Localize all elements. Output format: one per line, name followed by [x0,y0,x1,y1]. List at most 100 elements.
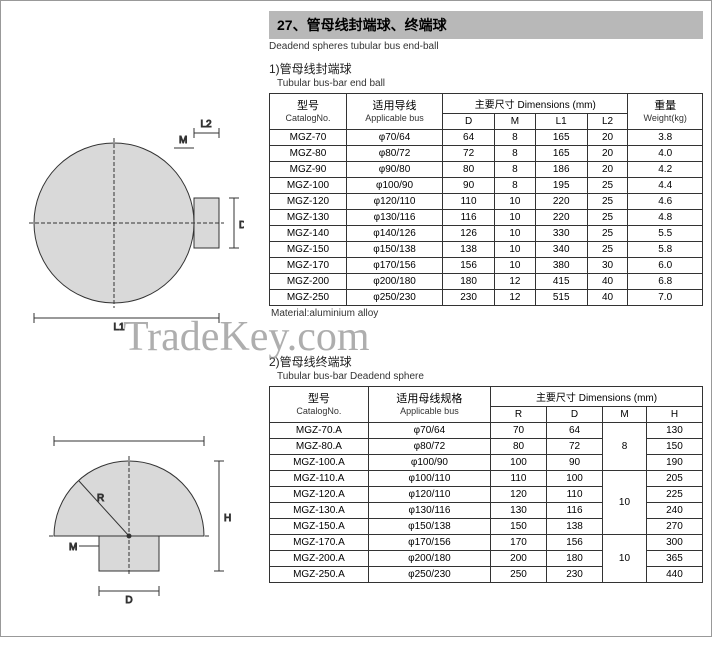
cell: 10 [495,258,536,274]
cell: 250 [491,567,547,583]
col-catalog-en: CatalogNo. [274,113,342,123]
dim-D: D [239,220,244,231]
cell: 270 [646,519,702,535]
cell: MGZ-90 [270,162,347,178]
cell: 25 [587,194,628,210]
cell: 100 [547,471,603,487]
table-row: MGZ-150φ150/13813810340255.8 [270,242,703,258]
cell: φ120/110 [346,194,442,210]
cell: MGZ-200 [270,274,347,290]
cell: MGZ-120.A [270,487,369,503]
table-row: MGZ-140φ140/12612610330255.5 [270,226,703,242]
cell: 180 [443,274,495,290]
cell: φ130/116 [368,503,490,519]
cell: 6.0 [628,258,703,274]
cell: 80 [443,162,495,178]
cell: MGZ-100.A [270,455,369,471]
cell: 195 [535,178,587,194]
col-M: M [495,114,536,130]
cell: φ130/116 [346,210,442,226]
cell: 5.5 [628,226,703,242]
cell: 25 [587,226,628,242]
cell: φ150/138 [368,519,490,535]
cell: 20 [587,162,628,178]
cell: 130 [491,503,547,519]
cell: 8 [495,178,536,194]
cell: 116 [443,210,495,226]
cell: 4.6 [628,194,703,210]
cell: MGZ-100 [270,178,347,194]
cell: 150 [646,439,702,455]
col2-M: M [603,407,647,423]
dim-L1: L1 [113,322,125,333]
cell: 225 [646,487,702,503]
cell: φ100/90 [368,455,490,471]
table-row: MGZ-120φ120/11011010220254.6 [270,194,703,210]
cell: 365 [646,551,702,567]
cell: 156 [443,258,495,274]
col-D: D [443,114,495,130]
cell: 4.2 [628,162,703,178]
col-L2: L2 [587,114,628,130]
cell: 240 [646,503,702,519]
cell: MGZ-150.A [270,519,369,535]
cell: 220 [535,194,587,210]
col2-bus-cn: 适用母线规格 [373,393,486,405]
cell: 10 [495,194,536,210]
cell: 4.4 [628,178,703,194]
section2-sub: Tubular bus-bar Deadend sphere [277,371,703,382]
cell: MGZ-250.A [270,567,369,583]
cell: 165 [535,146,587,162]
cell: 190 [646,455,702,471]
cell: MGZ-170.A [270,535,369,551]
cell: 70 [491,423,547,439]
cell: 340 [535,242,587,258]
table-row: MGZ-100φ100/90908195254.4 [270,178,703,194]
cell: 150 [491,519,547,535]
cell: 10 [495,210,536,226]
cell: 80 [491,439,547,455]
table-row: MGZ-70.Aφ70/6470648130 [270,423,703,439]
table-row: MGZ-70φ70/64648165203.8 [270,130,703,146]
dim2-D: D [125,595,132,606]
cell: 110 [547,487,603,503]
cell: 8 [495,162,536,178]
cell: MGZ-170 [270,258,347,274]
diagram-1: D L1 L2 M [9,93,259,333]
cell: 30 [587,258,628,274]
cell: 110 [443,194,495,210]
cell: MGZ-150 [270,242,347,258]
cell: 165 [535,130,587,146]
cell: 170 [491,535,547,551]
cell: 4.8 [628,210,703,226]
col2-bus-en: Applicable bus [373,406,486,416]
cell: 90 [547,455,603,471]
table-1: 型号CatalogNo. 适用导线Applicable bus 主要尺寸 Dim… [269,93,703,306]
cell: 8 [495,130,536,146]
cell: 200 [491,551,547,567]
cell: 40 [587,290,628,306]
cell: 515 [535,290,587,306]
cell: φ150/138 [346,242,442,258]
cell: 10 [603,535,647,583]
section-subtitle: Deadend spheres tubular bus end-ball [269,41,703,52]
col2-dims-en: Dimensions (mm) [579,393,657,404]
cell: 25 [587,210,628,226]
dim-H: H [224,513,231,524]
cell: 4.0 [628,146,703,162]
cell: MGZ-130 [270,210,347,226]
cell: φ170/156 [346,258,442,274]
cell: MGZ-140 [270,226,347,242]
cell: MGZ-80 [270,146,347,162]
cell: 300 [646,535,702,551]
cell: 110 [491,471,547,487]
cell: 10 [603,471,647,535]
cell: 25 [587,242,628,258]
cell: φ70/64 [368,423,490,439]
cell: 230 [547,567,603,583]
cell: 380 [535,258,587,274]
table-row: MGZ-250φ250/23023012515407.0 [270,290,703,306]
cell: 5.8 [628,242,703,258]
cell: MGZ-130.A [270,503,369,519]
cell: 64 [443,130,495,146]
